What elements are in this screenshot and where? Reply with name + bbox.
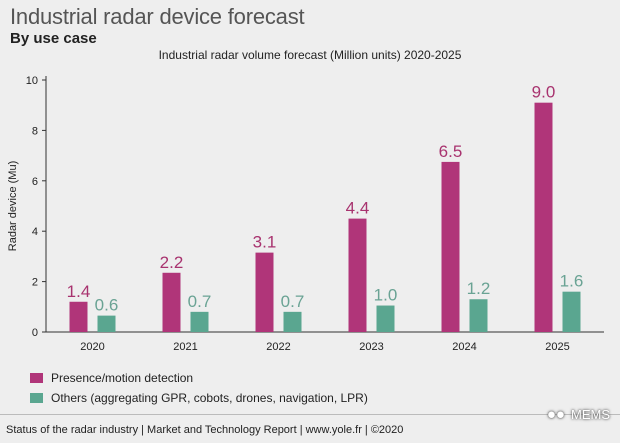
data-label-presence: 2.2: [160, 253, 184, 272]
footer-text: Status of the radar industry | Market an…: [6, 424, 404, 436]
data-label-others: 1.2: [467, 279, 491, 298]
bar-presence: [441, 161, 460, 332]
bar-others: [562, 291, 581, 332]
x-tick-label: 2023: [359, 341, 383, 353]
bar-presence: [534, 102, 553, 333]
y-tick-label: 8: [32, 125, 38, 137]
x-tick-label: 2022: [266, 341, 290, 353]
data-label-presence: 1.4: [67, 282, 91, 301]
data-label-others: 1.6: [560, 272, 584, 291]
page-title: Industrial radar device forecast: [10, 4, 305, 29]
data-label-others: 0.7: [281, 292, 305, 311]
watermark: ●● MEMS: [547, 406, 610, 423]
legend-label-others: Others (aggregating GPR, cobots, drones,…: [51, 391, 368, 405]
bar-others: [190, 311, 209, 332]
chart-legend: Presence/motion detection Others (aggreg…: [30, 368, 368, 408]
legend-item-others: Others (aggregating GPR, cobots, drones,…: [30, 388, 368, 408]
y-tick-label: 0: [32, 327, 38, 339]
bar-presence: [255, 252, 274, 332]
data-label-presence: 3.1: [253, 233, 277, 252]
legend-swatch-presence: [30, 373, 43, 383]
footer: Status of the radar industry | Market an…: [0, 414, 620, 443]
data-label-presence: 4.4: [346, 199, 370, 218]
data-label-others: 1.0: [374, 286, 398, 305]
bar-others: [283, 311, 302, 332]
x-tick-label: 2020: [80, 341, 104, 353]
y-tick-label: 10: [26, 75, 38, 87]
page-subtitle: By use case: [10, 30, 97, 47]
x-tick-label: 2025: [545, 341, 569, 353]
watermark-text: MEMS: [571, 407, 610, 422]
legend-item-presence: Presence/motion detection: [30, 368, 368, 388]
y-tick-label: 6: [32, 176, 38, 188]
legend-label-presence: Presence/motion detection: [51, 371, 194, 385]
chart-title: Industrial radar volume forecast (Millio…: [158, 48, 462, 62]
bar-presence: [348, 218, 367, 332]
legend-swatch-others: [30, 393, 43, 403]
data-label-others: 0.7: [188, 292, 212, 311]
bar-others: [376, 305, 395, 332]
y-tick-label: 4: [32, 226, 38, 238]
y-axis-label: Radar device (Mu): [7, 161, 19, 251]
bar-others: [97, 315, 116, 332]
bar-presence: [69, 301, 88, 332]
wechat-icon: ●●: [546, 406, 565, 423]
data-label-others: 0.6: [95, 296, 119, 315]
y-tick-label: 2: [32, 277, 38, 289]
bar-others: [469, 299, 488, 332]
data-label-presence: 6.5: [439, 142, 463, 161]
x-tick-label: 2021: [173, 341, 197, 353]
data-label-presence: 9.0: [532, 83, 556, 102]
x-tick-label: 2024: [452, 341, 476, 353]
bar-presence: [162, 272, 181, 332]
